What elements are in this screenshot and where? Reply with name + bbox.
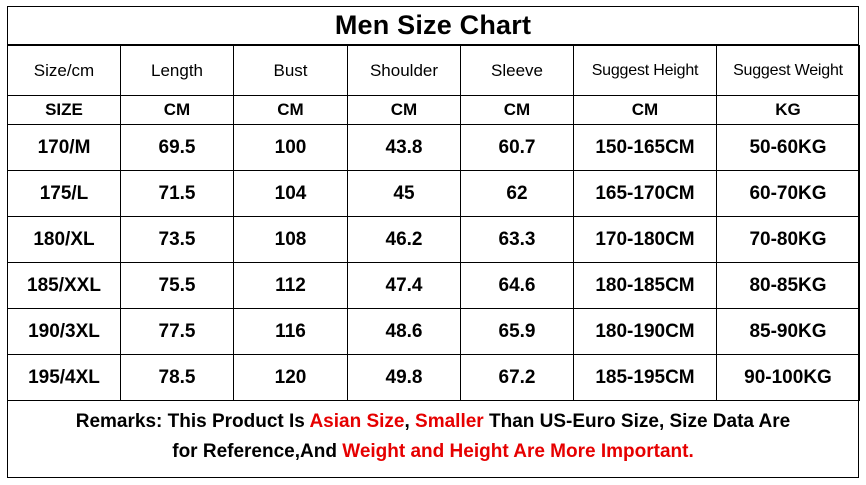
weight-cell: 85-90KG bbox=[716, 308, 860, 355]
table-row: 180/XL 73.5 108 46.2 63.3 170-180CM 70-8… bbox=[7, 216, 860, 263]
remarks-highlight: Weight and Height Are More Important. bbox=[342, 440, 694, 462]
bust-cell: 120 bbox=[233, 354, 348, 401]
length-cell: 73.5 bbox=[120, 216, 234, 263]
size-cell: 175/L bbox=[7, 170, 121, 217]
shoulder-cell: 46.2 bbox=[347, 216, 461, 263]
remarks-line-2: for Reference,And Weight and Height Are … bbox=[172, 437, 694, 467]
sleeve-cell: 65.9 bbox=[460, 308, 574, 355]
header-cell: Size/cm bbox=[7, 45, 121, 96]
unit-cell: CM bbox=[120, 95, 234, 125]
unit-cell: SIZE bbox=[7, 95, 121, 125]
height-cell: 180-190CM bbox=[573, 308, 717, 355]
sleeve-cell: 62 bbox=[460, 170, 574, 217]
height-cell: 180-185CM bbox=[573, 262, 717, 309]
size-cell: 195/4XL bbox=[7, 354, 121, 401]
size-cell: 180/XL bbox=[7, 216, 121, 263]
remarks-text: Than US-Euro Size, Size Data Are bbox=[483, 410, 791, 432]
shoulder-cell: 47.4 bbox=[347, 262, 461, 309]
header-cell: Suggest Height bbox=[573, 45, 717, 96]
height-cell: 150-165CM bbox=[573, 124, 717, 171]
remarks-line-1: Remarks: This Product Is Asian Size, Sma… bbox=[76, 407, 791, 437]
length-cell: 75.5 bbox=[120, 262, 234, 309]
unit-cell: CM bbox=[233, 95, 348, 125]
remarks-highlight: Smaller bbox=[415, 410, 484, 432]
remarks-text: for Reference,And bbox=[172, 440, 343, 462]
weight-cell: 90-100KG bbox=[716, 354, 860, 401]
unit-cell: CM bbox=[347, 95, 461, 125]
header-cell: Sleeve bbox=[460, 45, 574, 96]
chart-title: Men Size Chart bbox=[8, 7, 858, 45]
header-cell: Suggest Weight bbox=[716, 45, 860, 96]
shoulder-cell: 49.8 bbox=[347, 354, 461, 401]
weight-cell: 70-80KG bbox=[716, 216, 860, 263]
weight-cell: 50-60KG bbox=[716, 124, 860, 171]
size-cell: 190/3XL bbox=[7, 308, 121, 355]
bust-cell: 108 bbox=[233, 216, 348, 263]
remarks-text: Remarks: This Product Is bbox=[75, 410, 310, 432]
bust-cell: 100 bbox=[233, 124, 348, 171]
remarks-text: , bbox=[404, 410, 416, 432]
header-row: Size/cm Length Bust Shoulder Sleeve Sugg… bbox=[7, 45, 860, 96]
unit-cell: CM bbox=[460, 95, 574, 125]
remarks-highlight: Asian Size bbox=[309, 410, 405, 432]
table-row: 175/L 71.5 104 45 62 165-170CM 60-70KG bbox=[7, 170, 860, 217]
header-cell: Length bbox=[120, 45, 234, 96]
table-row: 170/M 69.5 100 43.8 60.7 150-165CM 50-60… bbox=[7, 124, 860, 171]
length-cell: 69.5 bbox=[120, 124, 234, 171]
bust-cell: 112 bbox=[233, 262, 348, 309]
remarks: Remarks: This Product Is Asian Size, Sma… bbox=[8, 396, 858, 477]
size-chart: Men Size Chart Size/cm Length Bust Shoul… bbox=[7, 6, 860, 478]
sleeve-cell: 64.6 bbox=[460, 262, 574, 309]
size-cell: 170/M bbox=[7, 124, 121, 171]
height-cell: 185-195CM bbox=[573, 354, 717, 401]
weight-cell: 80-85KG bbox=[716, 262, 860, 309]
unit-cell: KG bbox=[716, 95, 860, 125]
unit-cell: CM bbox=[573, 95, 717, 125]
header-cell: Shoulder bbox=[347, 45, 461, 96]
bust-cell: 116 bbox=[233, 308, 348, 355]
length-cell: 77.5 bbox=[120, 308, 234, 355]
shoulder-cell: 43.8 bbox=[347, 124, 461, 171]
table-row: 190/3XL 77.5 116 48.6 65.9 180-190CM 85-… bbox=[7, 308, 860, 355]
weight-cell: 60-70KG bbox=[716, 170, 860, 217]
height-cell: 170-180CM bbox=[573, 216, 717, 263]
shoulder-cell: 48.6 bbox=[347, 308, 461, 355]
length-cell: 71.5 bbox=[120, 170, 234, 217]
shoulder-cell: 45 bbox=[347, 170, 461, 217]
size-cell: 185/XXL bbox=[7, 262, 121, 309]
bust-cell: 104 bbox=[233, 170, 348, 217]
unit-row: SIZE CM CM CM CM CM KG bbox=[7, 95, 860, 125]
sleeve-cell: 60.7 bbox=[460, 124, 574, 171]
sleeve-cell: 67.2 bbox=[460, 354, 574, 401]
table-row: 185/XXL 75.5 112 47.4 64.6 180-185CM 80-… bbox=[7, 262, 860, 309]
sleeve-cell: 63.3 bbox=[460, 216, 574, 263]
header-cell: Bust bbox=[233, 45, 348, 96]
length-cell: 78.5 bbox=[120, 354, 234, 401]
table-row: 195/4XL 78.5 120 49.8 67.2 185-195CM 90-… bbox=[7, 354, 860, 401]
height-cell: 165-170CM bbox=[573, 170, 717, 217]
size-table: Size/cm Length Bust Shoulder Sleeve Sugg… bbox=[7, 45, 860, 401]
